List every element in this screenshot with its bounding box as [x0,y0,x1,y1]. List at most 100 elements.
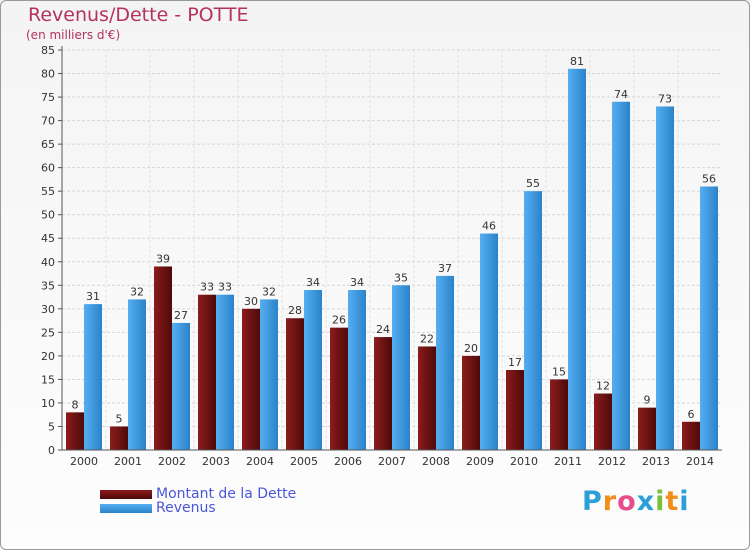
bar-dette-2007 [374,337,392,450]
data-label: 33 [200,281,214,294]
data-label: 37 [438,262,452,275]
data-label: 27 [174,309,188,322]
bar-dette-2002 [154,266,172,450]
y-tick-label: 20 [41,350,55,363]
bar-dette-2009 [462,355,480,450]
y-tick-label: 70 [41,115,55,128]
bar-revenus-2011 [568,68,586,450]
x-tick-label: 2007 [378,455,406,468]
bar-revenus-2000 [84,304,102,450]
data-label: 17 [508,356,522,369]
legend-swatch-dette [100,489,152,499]
data-label: 20 [464,342,478,355]
x-tick-label: 2001 [114,455,142,468]
x-tick-label: 2008 [422,455,450,468]
x-tick-label: 2010 [510,455,538,468]
logo-letter: i [679,486,690,517]
bar-revenus-2009 [480,233,498,450]
y-tick-label: 0 [48,444,55,457]
bar-dette-2010 [506,370,524,450]
bar-dette-2000 [66,412,84,450]
bar-revenus-2014 [700,186,718,450]
data-label: 33 [218,281,232,294]
data-label: 73 [658,92,672,105]
y-tick-label: 30 [41,303,55,316]
data-label: 32 [130,285,144,298]
bar-revenus-2010 [524,191,542,451]
chart-subtitle: (en milliers d'€) [26,28,121,42]
data-label: 15 [552,365,566,378]
data-label: 39 [156,252,170,265]
x-tick-label: 2003 [202,455,230,468]
x-tick-label: 2004 [246,455,274,468]
chart-title: Revenus/Dette - POTTE [28,4,249,26]
logo-letter: t [665,486,680,517]
bar-revenus-2005 [304,290,322,450]
x-tick-label: 2006 [334,455,362,468]
bar-revenus-2004 [260,299,278,450]
bar-dette-2001 [110,426,128,450]
y-tick-label: 75 [41,91,55,104]
data-label: 55 [526,177,540,190]
data-label: 28 [288,304,302,317]
x-tick-label: 2005 [290,455,318,468]
logo-letter: x [636,486,656,517]
bar-dette-2003 [198,294,216,450]
logo-letter: P [582,486,603,517]
x-tick-label: 2011 [554,455,582,468]
logo-letter: i [655,486,666,517]
y-tick-label: 45 [41,232,55,245]
x-tick-label: 2000 [70,455,98,468]
data-label: 30 [244,295,258,308]
bar-revenus-2003 [216,294,234,450]
bar-dette-2008 [418,346,436,450]
bar-dette-2013 [638,407,656,450]
y-tick-label: 40 [41,256,55,269]
data-label: 74 [614,88,628,101]
y-tick-label: 85 [41,44,55,57]
bar-dette-2012 [594,393,612,450]
bar-dette-2004 [242,308,260,450]
data-label: 32 [262,285,276,298]
x-tick-label: 2014 [686,455,714,468]
y-tick-label: 5 [48,420,55,433]
y-tick-label: 60 [41,162,55,175]
x-tick-label: 2002 [158,455,186,468]
y-tick-label: 65 [41,138,55,151]
data-label: 5 [116,412,123,425]
x-tick-label: 2012 [598,455,626,468]
data-label: 24 [376,323,390,336]
y-tick-label: 50 [41,209,55,222]
data-label: 8 [72,398,79,411]
bar-dette-2005 [286,318,304,450]
y-tick-label: 10 [41,397,55,410]
x-tick-label: 2013 [642,455,670,468]
legend-label-dette: Montant de la Dette [156,486,297,502]
data-label: 46 [482,220,496,233]
y-tick-label: 15 [41,373,55,386]
data-label: 81 [570,55,584,68]
bar-revenus-2013 [656,106,674,451]
logo-letter: o [617,486,637,517]
x-tick-label: 2009 [466,455,494,468]
data-label: 34 [306,276,320,289]
data-label: 56 [702,172,716,185]
bar-revenus-2001 [128,299,146,450]
data-label: 6 [688,408,695,421]
y-tick-label: 35 [41,279,55,292]
data-label: 34 [350,276,364,289]
data-label: 22 [420,332,434,345]
logo-letter: r [602,486,618,517]
bar-dette-2014 [682,421,700,450]
legend-item-dette: Montant de la Dette [100,486,296,502]
y-tick-label: 80 [41,68,55,81]
data-label: 35 [394,271,408,284]
data-label: 31 [86,290,100,303]
bar-revenus-2012 [612,101,630,450]
bar-revenus-2008 [436,275,454,450]
data-label: 9 [644,394,651,407]
bar-revenus-2006 [348,290,366,450]
data-label: 12 [596,380,610,393]
